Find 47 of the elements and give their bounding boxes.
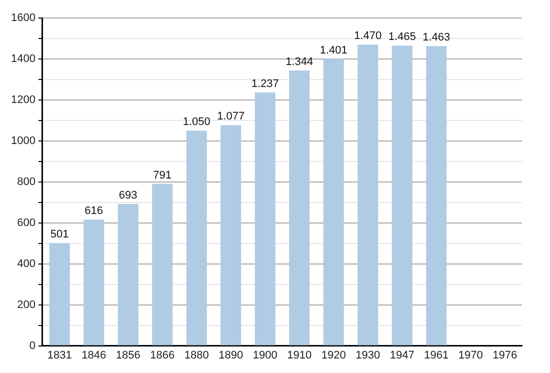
data-label: 1.470: [354, 30, 382, 42]
bar: [426, 46, 447, 346]
bar: [186, 130, 207, 346]
y-tick-label: 600: [17, 216, 36, 229]
data-label: 616: [84, 205, 104, 218]
bar: [84, 220, 104, 346]
data-label: 1.465: [388, 31, 416, 44]
data-label: 1.463: [422, 32, 450, 44]
y-tick-label: 200: [17, 298, 36, 311]
x-tick-label: 1846: [82, 349, 106, 362]
bar: [49, 243, 70, 346]
bar: [254, 92, 276, 346]
data-label: 501: [50, 228, 69, 241]
x-tick-label: 1970: [458, 349, 483, 362]
y-tick-label: 1200: [10, 94, 36, 106]
x-tick-label: 1866: [150, 349, 175, 362]
x-tick-label: 1910: [287, 349, 312, 362]
data-label: 693: [118, 189, 138, 202]
y-tick-label: 1000: [10, 134, 36, 147]
x-tick-label: 1976: [492, 349, 518, 362]
bar: [392, 46, 412, 346]
bar: [289, 70, 310, 346]
x-tick-label: 1890: [218, 349, 244, 362]
x-tick-label: 1930: [356, 349, 380, 362]
data-label: 1.401: [320, 44, 348, 56]
y-tick-label: 0: [29, 340, 36, 352]
x-tick-label: 1856: [116, 349, 140, 362]
y-tick-label: 400: [17, 258, 36, 270]
bar: [358, 44, 378, 346]
bar: [220, 125, 242, 346]
data-label: 1.344: [286, 56, 314, 68]
y-tick-label: 1600: [10, 12, 36, 24]
data-label: 1.237: [251, 78, 279, 90]
x-tick-label: 1961: [424, 349, 449, 362]
x-tick-label: 1947: [390, 349, 414, 362]
bar: [118, 204, 138, 346]
y-tick-label: 1400: [10, 53, 36, 66]
data-label: 791: [153, 169, 172, 182]
data-label: 1.050: [182, 116, 210, 128]
x-tick-label: 1920: [321, 349, 346, 362]
bar: [152, 184, 173, 346]
x-tick-label: 1831: [47, 349, 72, 362]
data-label: 1.077: [217, 110, 245, 123]
x-tick-label: 1900: [252, 349, 278, 362]
x-tick-label: 1880: [184, 349, 209, 362]
bar: [323, 58, 344, 346]
y-tick-label: 800: [17, 176, 36, 188]
